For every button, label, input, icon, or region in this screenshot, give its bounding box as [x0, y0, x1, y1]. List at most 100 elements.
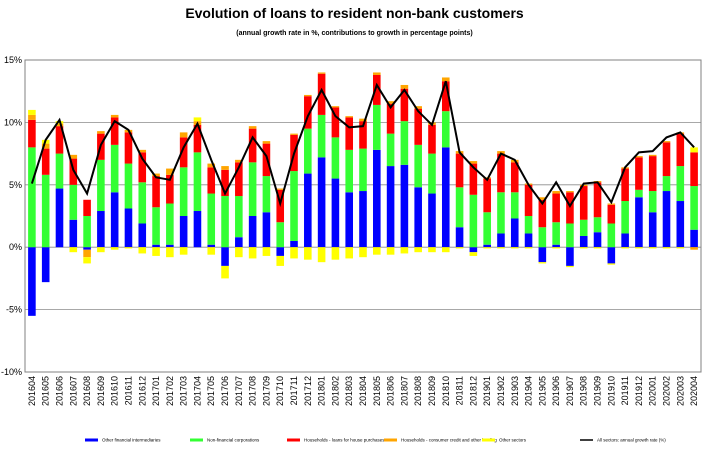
y-tick-label: -10%	[1, 367, 22, 377]
bar-segment	[497, 153, 505, 193]
bar-segment	[400, 121, 409, 165]
x-tick-label: 201912	[634, 376, 644, 406]
bar-segment	[552, 191, 560, 194]
x-tick-label: 201711	[289, 376, 299, 405]
x-tick-label: 201806	[386, 376, 396, 406]
bar-segment	[262, 141, 271, 144]
bar-segment	[317, 247, 326, 263]
bar-segment	[110, 247, 119, 250]
x-axis: 201604 201605 201606 201607 201608 201609 2016…	[27, 376, 699, 406]
bar-segment	[221, 265, 229, 279]
bar-segment	[400, 88, 409, 122]
x-tick-label: 201609	[96, 376, 106, 406]
bar-segment	[676, 247, 685, 249]
bar-segment	[83, 216, 91, 248]
bar-segment	[579, 247, 588, 249]
bar-segment	[69, 219, 78, 248]
x-tick-label: 201707	[234, 376, 244, 406]
bar-segment	[552, 247, 560, 249]
x-tick-label: 202004	[689, 376, 699, 406]
bar-segment	[386, 247, 395, 255]
bar-segment	[317, 114, 326, 158]
bar-segment	[566, 247, 574, 266]
bar-segment	[207, 247, 216, 255]
y-tick-label: -5%	[6, 305, 22, 315]
bar-segment	[193, 124, 202, 153]
bar-segment	[676, 201, 685, 248]
bar-segment	[690, 229, 698, 248]
bar-segment	[635, 197, 643, 248]
bar-segment	[207, 163, 216, 168]
bar-segment	[566, 191, 574, 193]
bar-segment	[469, 163, 478, 195]
x-tick-label: 201611	[123, 376, 133, 405]
bar-segment	[317, 157, 326, 248]
bar-segment	[193, 211, 202, 248]
legend-swatch	[384, 438, 397, 442]
bar-segment	[441, 81, 450, 112]
x-tick-label: 201807	[399, 376, 409, 406]
bar-segment	[428, 124, 436, 154]
bar-segment	[607, 247, 616, 264]
x-tick-label: 201908	[579, 376, 589, 406]
bar-segment	[538, 262, 547, 264]
bar-segment	[414, 108, 422, 145]
x-tick-label: 201904	[524, 376, 534, 406]
bar-segment	[262, 212, 271, 248]
bar-segment	[179, 216, 188, 248]
bar-segment	[483, 212, 491, 245]
bar-segment	[124, 208, 133, 248]
bar-segment	[359, 118, 367, 122]
bar-segment	[193, 117, 202, 122]
growth-rate-line	[30, 80, 695, 208]
bar-segment	[248, 126, 257, 129]
bar-segment	[83, 257, 91, 264]
bar-segment	[373, 149, 381, 248]
bar-segment	[690, 147, 698, 153]
bar-segment	[138, 152, 147, 183]
bar-segment	[483, 244, 491, 248]
x-tick-label: 201606	[54, 376, 64, 406]
legend-label: All sectors: annual growth rate (%)	[597, 438, 666, 443]
bar-segment	[28, 247, 36, 316]
bar-segment	[566, 265, 574, 268]
legend-label: Non-financial corporations	[207, 438, 260, 443]
x-tick-label: 201906	[551, 376, 561, 406]
bar-segment	[248, 247, 257, 259]
bar-segment	[97, 247, 105, 253]
legend-swatch	[190, 438, 203, 442]
legend-label: Other sectors	[499, 438, 527, 443]
bar-segment	[331, 106, 340, 108]
bar-segment	[345, 117, 353, 150]
bar-segment	[110, 192, 119, 248]
bar-segment	[69, 184, 78, 220]
bar-segment	[469, 194, 478, 248]
bar-segment	[662, 191, 671, 248]
bar-segment	[690, 247, 698, 250]
bar-segment	[207, 167, 216, 194]
bar-segment	[166, 168, 174, 175]
x-tick-label: 201605	[41, 376, 51, 406]
bar-segment	[373, 72, 381, 75]
bar-segment	[166, 244, 174, 248]
bar-segment	[455, 153, 464, 188]
bar-segment	[235, 247, 243, 258]
bar-segment	[41, 174, 50, 248]
bar-segment	[290, 240, 298, 248]
bar-segment	[386, 133, 395, 167]
bar-segment	[359, 121, 367, 149]
bar-segment	[262, 247, 271, 256]
bar-segment	[469, 247, 478, 253]
bar-segment	[166, 247, 174, 258]
bar-segment	[304, 96, 312, 129]
chart-subtitle: (annual growth rate in %, contributions …	[236, 30, 473, 37]
bar-segment	[331, 137, 340, 179]
bar-segment	[593, 247, 602, 249]
bar-segment	[373, 74, 381, 105]
bar-segment	[428, 193, 436, 248]
bar-segment	[138, 223, 147, 248]
bar-segment	[152, 247, 160, 256]
bar-segment	[510, 192, 519, 219]
bar-segment	[635, 157, 643, 190]
bar-segment	[359, 191, 367, 248]
